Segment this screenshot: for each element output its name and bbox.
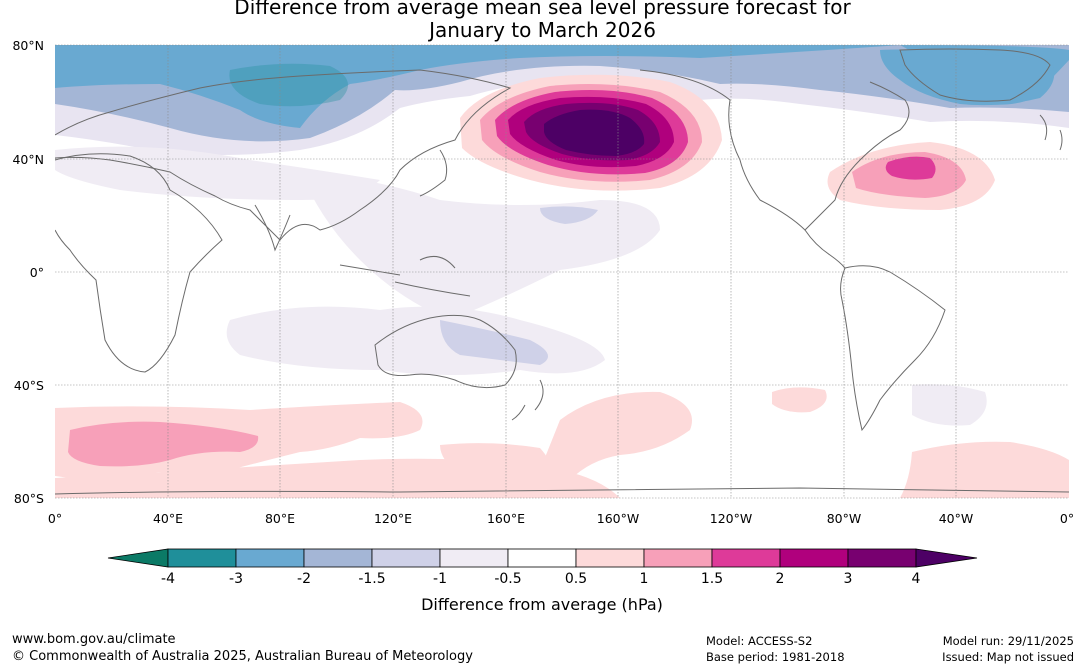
lon-label-40e: 40°E <box>153 511 183 526</box>
footer-model: Model: ACCESS-S2 <box>706 634 813 648</box>
lon-label-80e: 80°E <box>265 511 295 526</box>
colorbar-swatch-11 <box>847 548 917 568</box>
lon-label-120w: 120°W <box>710 511 752 526</box>
greenland-anomaly <box>880 49 1055 106</box>
coastline-japan <box>419 149 448 197</box>
coastline-greenland <box>899 48 1051 102</box>
coastline-australia <box>374 314 517 389</box>
colorbar-tick-1: -3 <box>229 571 243 587</box>
coastline-north-america <box>639 69 910 231</box>
footer-model-info: Model: ACCESS-S2 Base period: 1981-2018 <box>706 633 845 665</box>
gridlines <box>55 44 1069 499</box>
lat-label-80n: 80°N <box>12 38 44 53</box>
colorbar-swatch-1 <box>167 548 237 568</box>
colorbar-swatch-12 <box>915 548 978 568</box>
footer-issued: Issued: Map not issued <box>942 650 1074 664</box>
lat-label-40s: 40°S <box>14 378 44 393</box>
lon-label-120e: 120°E <box>374 511 412 526</box>
colorbar-tick-6: 0.5 <box>565 571 587 587</box>
lon-label-40w: 40°W <box>939 511 974 526</box>
colorbar-tick-8: 1.5 <box>701 571 723 587</box>
footer-copyright: © Commonwealth of Australia 2025, Austra… <box>12 649 473 664</box>
coastline-africa <box>55 153 223 373</box>
coastline-antarctica <box>55 487 1069 495</box>
anomaly-field <box>55 45 1069 498</box>
coastline-india <box>254 204 291 252</box>
colorbar-tick-0: -4 <box>161 571 175 587</box>
australia-anomaly <box>440 320 548 365</box>
footer-model-run: Model run: 29/11/2025 <box>942 634 1074 648</box>
coastline-new-zealand <box>511 379 544 421</box>
map-title-line-2: January to March 2026 <box>429 18 656 42</box>
colorbar-swatch-9 <box>711 548 781 568</box>
south-america-anomaly <box>912 384 987 426</box>
arctic-anomaly-inner <box>55 45 1069 128</box>
lon-label-80w: 80°W <box>827 511 862 526</box>
footer-run-info: Model run: 29/11/2025 Issued: Map not is… <box>942 633 1074 665</box>
colorbar-swatch-2 <box>235 548 305 568</box>
europe-anomaly <box>55 146 380 200</box>
footer-attribution: www.bom.gov.au/climate © Commonwealth of… <box>12 631 473 665</box>
colorbar-tick-9: 2 <box>776 571 785 587</box>
colorbar-swatch-7 <box>575 548 645 568</box>
colorbar-swatch-8 <box>643 548 713 568</box>
footer-base-period: Base period: 1981-2018 <box>706 650 845 664</box>
map-title: Difference from average mean sea level p… <box>0 0 1085 42</box>
lat-label-80s: 80°S <box>14 491 44 506</box>
coastline-uk <box>1039 114 1063 151</box>
latitude-labels: 80°N 40°N 0° 40°S 80°S <box>12 38 44 506</box>
coastlines <box>55 48 1069 495</box>
southern-ocean-anomaly-1 <box>68 421 259 467</box>
lat-label-0: 0° <box>30 265 44 280</box>
north-atlantic-anomaly-1.5 <box>885 156 936 180</box>
colorbar-tick-5: -0.5 <box>494 571 521 587</box>
east-pacific-anomaly <box>772 387 827 413</box>
coastline-indonesia <box>339 255 471 297</box>
lon-label-0-left: 0° <box>48 511 62 526</box>
colorbar-tick-7: 1 <box>640 571 649 587</box>
map-title-line-1: Difference from average mean sea level p… <box>234 0 851 19</box>
southern-ocean-anomaly-0.5-d <box>900 441 1069 498</box>
colorbar-label: Difference from average (hPa) <box>421 595 663 614</box>
colorbar-tick-4: -1 <box>433 571 447 587</box>
colorbar-swatch-3 <box>303 548 373 568</box>
colorbar-swatch-10 <box>779 548 849 568</box>
lon-label-160w: 160°W <box>597 511 639 526</box>
north-pacific-anomaly-4 <box>544 109 645 156</box>
colorbar-swatch-5 <box>439 548 509 568</box>
small-low-anomaly <box>540 206 598 224</box>
colorbar-swatch-4 <box>371 548 441 568</box>
footer-website: www.bom.gov.au/climate <box>12 632 176 647</box>
colorbar <box>107 548 978 568</box>
colorbar-tick-3: -1.5 <box>358 571 385 587</box>
longitude-labels: 0° 40°E 80°E 120°E 160°E 160°W 120°W 80°… <box>48 511 1074 526</box>
lon-label-0-right: 0° <box>1060 511 1074 526</box>
southern-ocean-anomaly-0.5-e <box>55 458 620 498</box>
lon-label-160e: 160°E <box>487 511 525 526</box>
colorbar-tick-labels: -4 -3 -2 -1.5 -1 -0.5 0.5 1 1.5 2 3 4 <box>161 571 921 587</box>
lat-label-40n: 40°N <box>12 152 44 167</box>
coastline-south-america <box>840 265 946 432</box>
colorbar-swatch-6 <box>507 548 577 568</box>
colorbar-tick-2: -2 <box>297 571 311 587</box>
colorbar-swatch-0 <box>107 548 169 568</box>
colorbar-tick-10: 3 <box>844 571 853 587</box>
coastline-eurasia <box>55 69 512 241</box>
coastline-central-america <box>804 229 846 269</box>
colorbar-tick-11: 4 <box>912 571 921 587</box>
